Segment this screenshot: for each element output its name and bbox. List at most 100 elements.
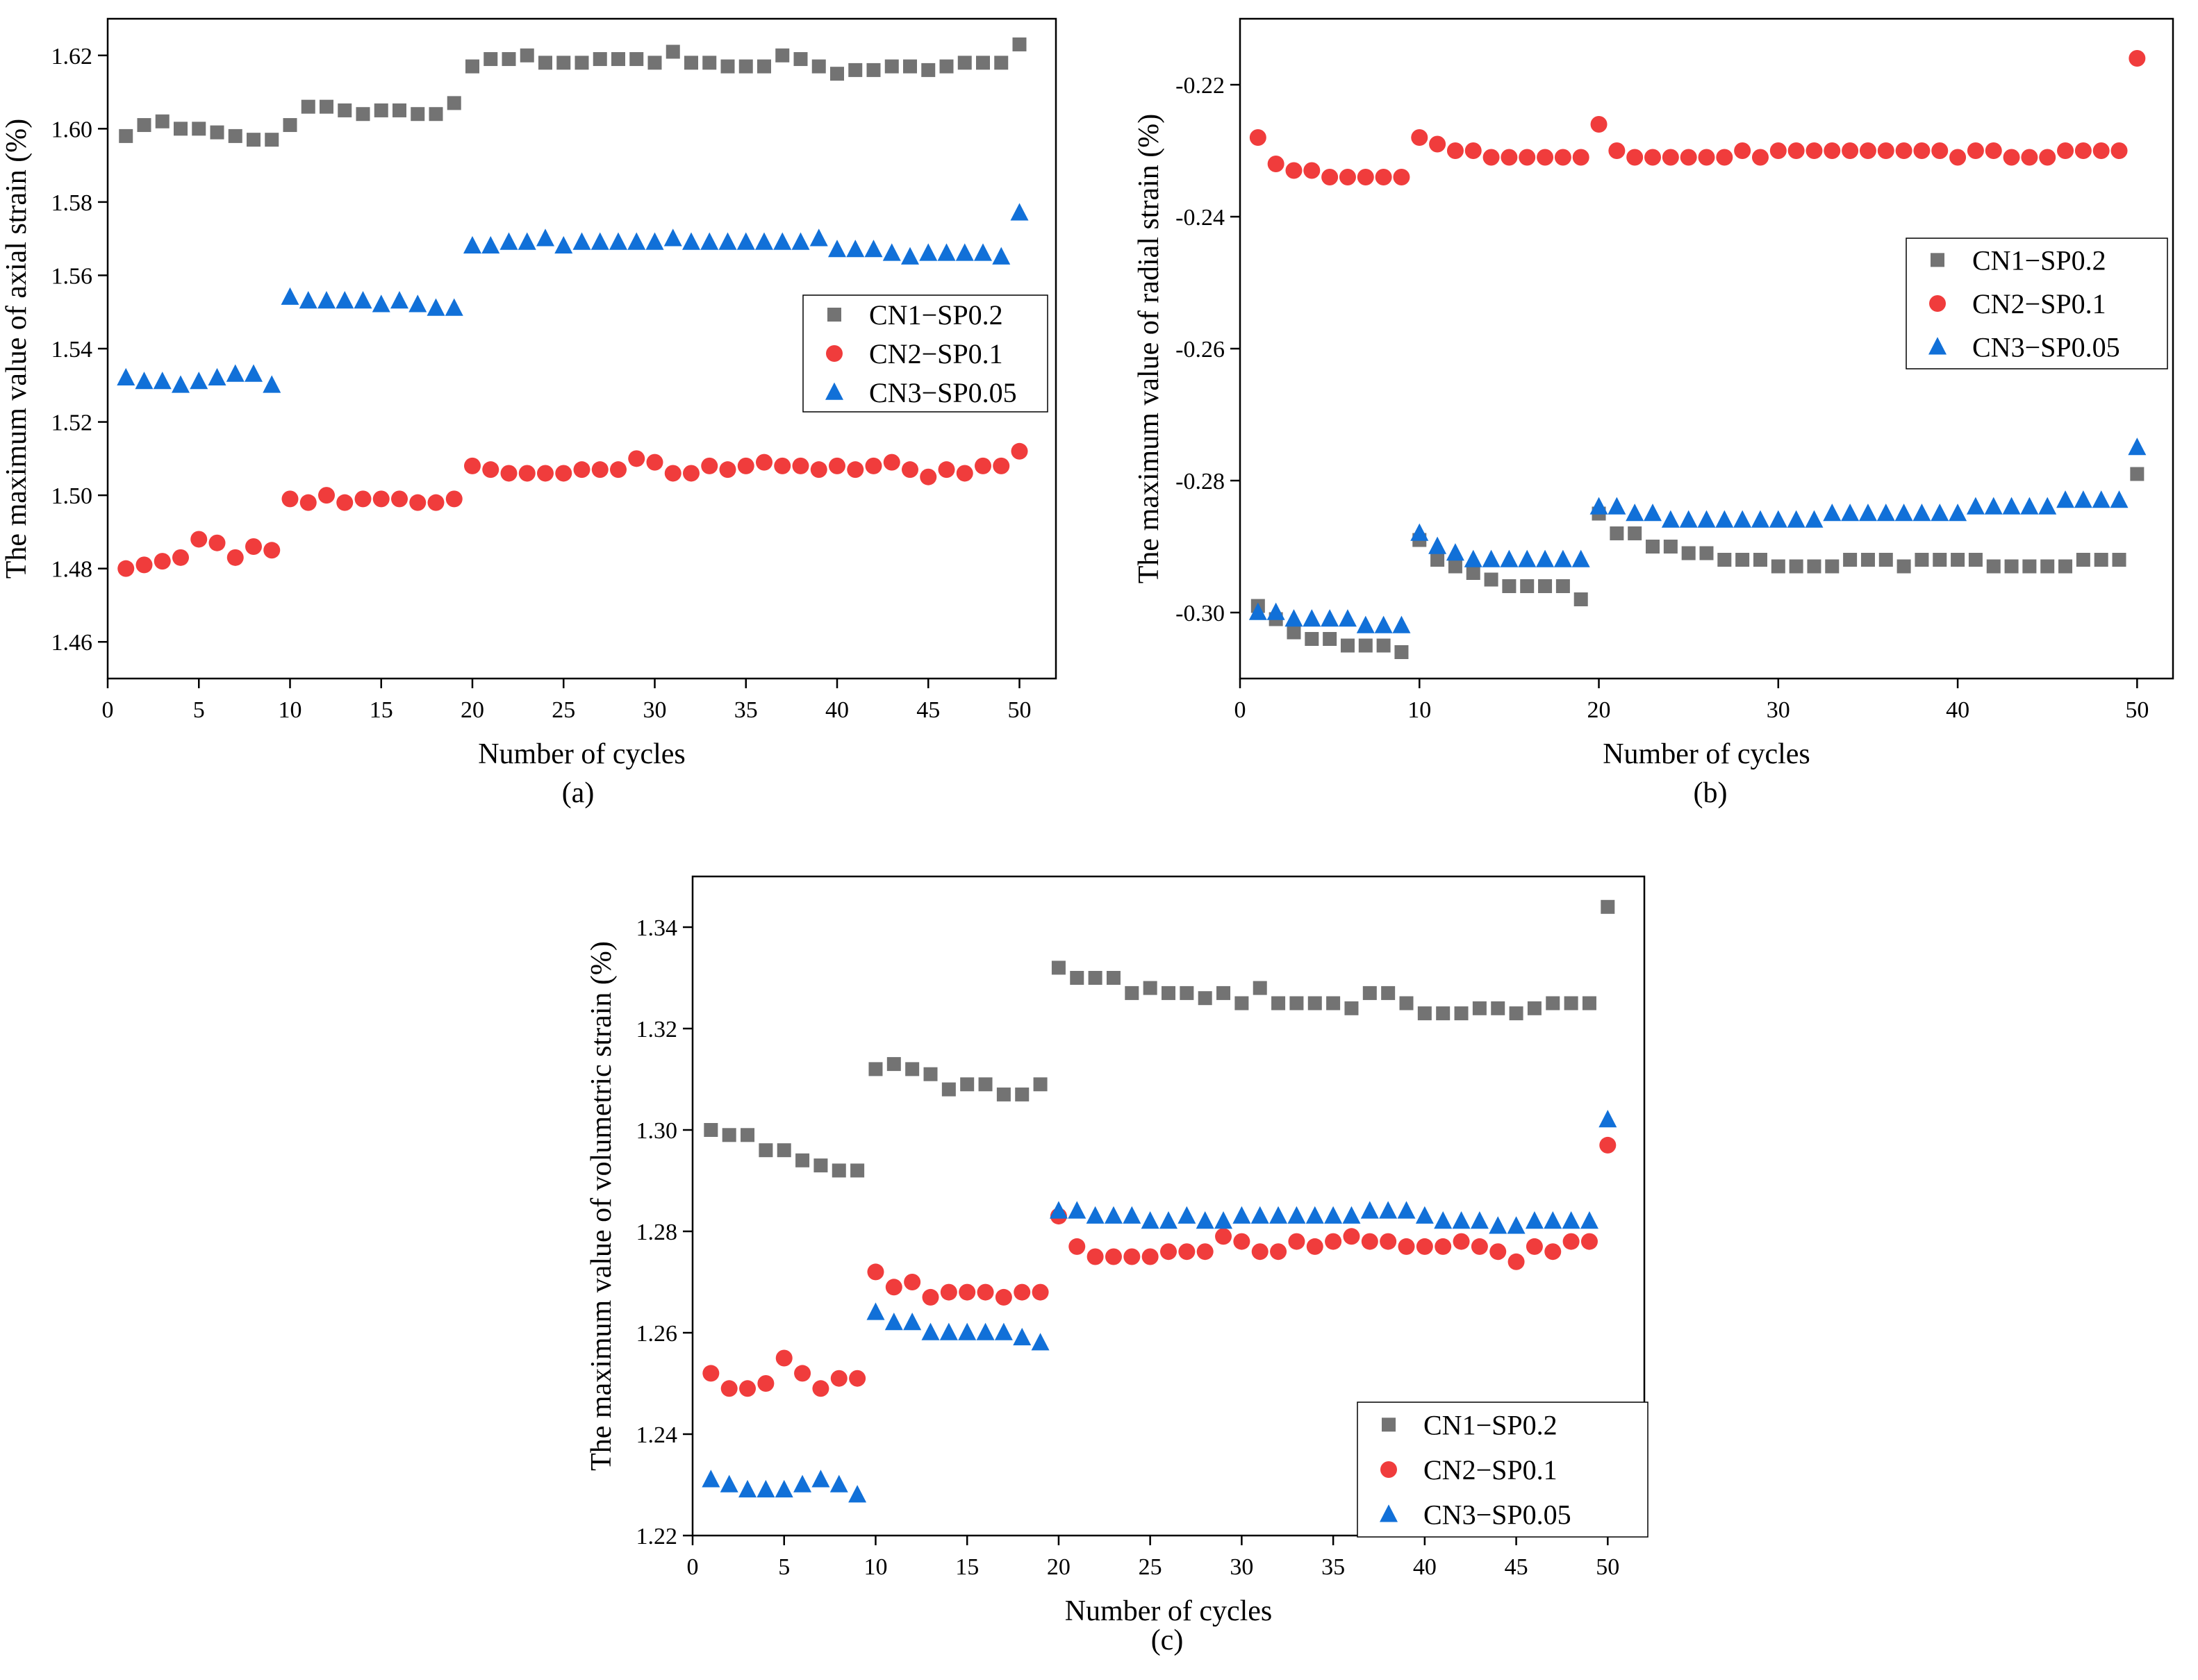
data-point-cn2 [1398, 1238, 1415, 1255]
data-point-cn1 [1381, 985, 1396, 1000]
data-point-cn2 [1599, 1136, 1617, 1154]
data-point-cn3 [1769, 510, 1787, 528]
data-point-cn3 [1013, 1327, 1032, 1346]
data-point-cn2 [1325, 1233, 1342, 1250]
data-point-cn3 [372, 294, 390, 313]
data-point-cn3 [481, 235, 500, 254]
data-point-cn3 [2074, 490, 2092, 508]
data-point-cn3 [354, 290, 372, 309]
data-point-cn3 [884, 1313, 903, 1331]
data-point-cn3 [809, 228, 828, 247]
data-point-cn2 [336, 494, 354, 511]
data-point-cn3 [736, 232, 755, 250]
data-point-cn1 [1601, 899, 1615, 914]
data-point-cn2 [1393, 169, 1410, 185]
data-point-cn3 [245, 364, 263, 382]
data-point-cn2 [1267, 156, 1284, 172]
data-point-cn1 [994, 56, 1009, 70]
x-tick-label: 30 [643, 697, 667, 723]
data-point-cn2 [482, 461, 499, 479]
data-point-cn1 [228, 128, 242, 143]
data-point-cn2 [299, 494, 317, 511]
data-point-cn1 [1807, 559, 1821, 574]
data-point-cn2 [1734, 142, 1751, 159]
data-point-cn2 [1544, 1243, 1562, 1261]
series-CN2 [1249, 50, 2146, 185]
y-tick-label: 1.52 [51, 410, 93, 436]
data-point-cn3 [1489, 1216, 1507, 1234]
data-point-cn3 [1482, 549, 1501, 567]
data-point-cn1 [957, 56, 972, 70]
data-point-cn3 [1608, 497, 1626, 515]
data-point-cn1 [941, 1082, 956, 1097]
data-point-cn3 [2110, 490, 2129, 508]
data-point-cn1 [1699, 546, 1714, 560]
data-point-cn3 [1500, 549, 1519, 567]
data-point-cn2 [1680, 149, 1697, 166]
data-point-cn2 [1554, 149, 1571, 166]
x-tick-label: 20 [1587, 697, 1611, 723]
x-tick-label: 0 [1234, 697, 1246, 723]
data-point-cn1 [556, 56, 571, 70]
data-point-cn1 [465, 59, 479, 74]
data-point-cn2 [737, 457, 754, 474]
data-point-cn1 [1878, 553, 1893, 567]
data-point-cn1 [1484, 572, 1498, 587]
x-tick-label: 30 [1230, 1554, 1253, 1580]
data-point-cn1 [1307, 996, 1322, 1011]
data-point-cn2 [226, 549, 244, 566]
data-point-cn3 [1626, 504, 1644, 522]
x-tick-label: 50 [1008, 697, 1032, 723]
data-point-cn1 [793, 52, 808, 67]
data-point-cn3 [994, 1322, 1013, 1340]
data-point-cn2 [922, 1288, 939, 1306]
data-point-cn1 [720, 59, 735, 74]
legend-label: CN1−SP0.2 [869, 299, 1003, 331]
data-point-cn2 [720, 1380, 738, 1397]
data-point-cn2 [1249, 129, 1266, 146]
data-point-cn2 [2039, 149, 2056, 166]
data-point-cn2 [938, 461, 955, 479]
legend-marker-cn1 [827, 308, 841, 322]
data-point-cn1 [2112, 553, 2126, 567]
legend-label: CN3−SP0.05 [869, 377, 1017, 408]
data-point-cn1 [1358, 638, 1373, 653]
legend-label: CN1−SP0.2 [1423, 1409, 1557, 1440]
data-point-cn3 [700, 232, 719, 250]
data-point-cn1 [1897, 559, 1911, 574]
data-point-cn1 [1289, 996, 1304, 1011]
data-point-cn3 [263, 375, 281, 393]
data-point-cn1 [960, 1077, 975, 1092]
data-point-cn2 [135, 556, 153, 574]
data-point-cn2 [2129, 50, 2146, 67]
x-tick-label: 50 [1596, 1554, 1619, 1580]
data-point-cn2 [500, 465, 518, 482]
data-point-cn1 [1162, 985, 1175, 1000]
data-point-cn2 [1489, 1243, 1507, 1261]
data-point-cn1 [338, 103, 352, 117]
data-point-cn1 [447, 96, 461, 110]
data-point-cn3 [627, 232, 646, 250]
data-point-cn3 [1214, 1211, 1233, 1229]
data-point-cn3 [1342, 1206, 1361, 1224]
data-point-cn3 [757, 1479, 775, 1498]
data-point-cn3 [2038, 497, 2057, 515]
data-point-cn2 [792, 457, 809, 474]
x-tick-label: 50 [2125, 697, 2149, 723]
x-tick-label: 35 [1321, 1554, 1345, 1580]
legend-label: CN3−SP0.05 [1423, 1499, 1571, 1531]
data-point-cn3 [1360, 1201, 1379, 1219]
data-point-cn1 [1143, 981, 1157, 995]
data-point-cn3 [775, 1479, 793, 1498]
panel-caption: (c) [1151, 1624, 1184, 1656]
data-point-cn2 [849, 1370, 866, 1387]
legend-box [1906, 238, 2168, 369]
data-point-cn2 [902, 461, 918, 479]
data-point-cn1 [1323, 632, 1337, 646]
data-point-cn1 [2076, 553, 2090, 567]
data-point-cn1 [702, 56, 717, 70]
data-point-cn2 [1141, 1248, 1159, 1265]
data-point-cn3 [1580, 1211, 1598, 1229]
data-point-cn3 [976, 1322, 995, 1340]
data-point-cn1 [1454, 1006, 1469, 1021]
